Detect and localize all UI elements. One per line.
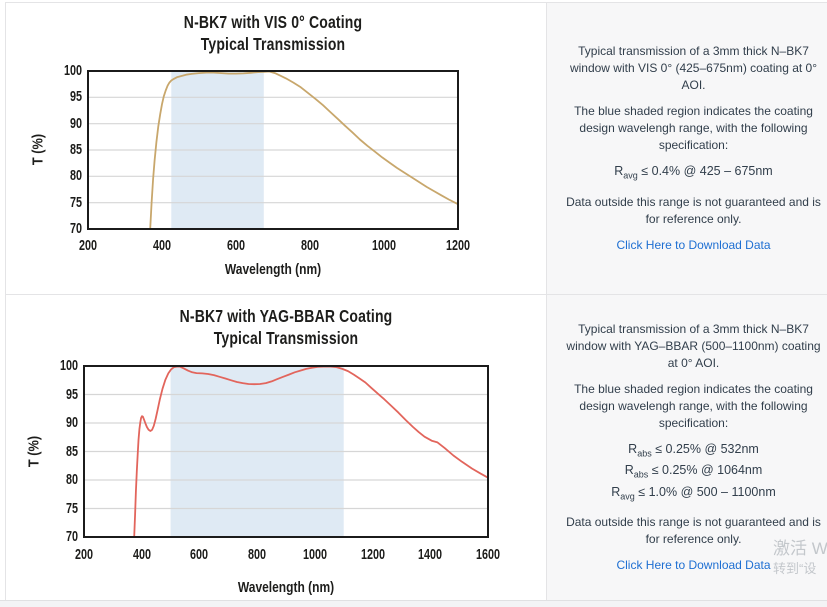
- x-tick-label: 1200: [360, 546, 385, 563]
- x-tick-label: 1000: [371, 237, 397, 254]
- spec-subscript: avg: [620, 491, 635, 502]
- disclaimer-text: Data outside this range is not guarantee…: [566, 194, 821, 226]
- spec-symbol: R: [628, 441, 638, 456]
- y-tick-label: 90: [65, 414, 78, 431]
- y-tick-label: 95: [69, 88, 82, 106]
- x-axis-label: Wavelength (nm): [237, 579, 335, 596]
- x-axis-label: Wavelength (nm): [224, 261, 322, 278]
- x-tick-label: 800: [248, 546, 267, 563]
- specification-list: Ravg ≤ 0.4% @ 425 – 675nm: [561, 163, 826, 185]
- chart-title-line2: Typical Transmission: [200, 34, 346, 54]
- specification-list: Rabs ≤ 0.25% @ 532nm Rabs ≤ 0.25% @ 1064…: [561, 441, 826, 506]
- product-graphics-section: N-BK7 with VIS 0° Coating Typical Transm…: [5, 2, 827, 600]
- y-tick-label: 70: [69, 220, 82, 237]
- x-tick-label: 1000: [302, 546, 327, 563]
- y-tick-label: 85: [65, 442, 78, 460]
- vis-coating-chart-panel: N-BK7 with VIS 0° Coating Typical Transm…: [6, 3, 546, 294]
- spec-symbol: R: [624, 463, 634, 478]
- y-tick-label: 80: [69, 167, 82, 185]
- spec-symbol: R: [614, 164, 624, 179]
- yag-bbar-description-panel: Typical transmission of a 3mm thick N–BK…: [546, 294, 827, 600]
- shaded-region-note: The blue shaded region indicates the coa…: [574, 381, 813, 430]
- y-axis-label: T (%): [29, 133, 47, 166]
- x-tick-label: 600: [226, 237, 246, 254]
- spec-line: Ravg ≤ 1.0% @ 500 – 1100nm: [561, 484, 826, 506]
- description-paragraph: Typical transmission of a 3mm thick N–BK…: [569, 44, 818, 93]
- x-tick-label: 800: [300, 237, 320, 254]
- spec-value: ≤ 0.25% @ 1064nm: [648, 463, 763, 478]
- plot-border: [87, 70, 459, 230]
- vis-transmission-chart: N-BK7 with VIS 0° Coating Typical Transm…: [6, 3, 546, 294]
- spec-line: Rabs ≤ 0.25% @ 532nm: [561, 441, 826, 463]
- spec-subscript: abs: [633, 469, 649, 480]
- y-tick-label: 100: [63, 62, 82, 79]
- spec-line: Ravg ≤ 0.4% @ 425 – 675nm: [561, 163, 826, 185]
- shaded-region-note: The blue shaded region indicates the coa…: [574, 104, 813, 153]
- y-tick-label: 70: [65, 528, 78, 545]
- chart-canvas: [87, 70, 459, 230]
- disclaimer-text: Data outside this range is not guarantee…: [566, 515, 821, 547]
- chart-canvas: [83, 365, 489, 538]
- spec-value: ≤ 0.25% @ 532nm: [651, 441, 759, 456]
- y-tick-label: 90: [69, 114, 82, 132]
- spec-value: ≤ 0.4% @ 425 – 675nm: [637, 164, 773, 179]
- spec-subscript: abs: [637, 448, 652, 459]
- x-tick-label: 1200: [445, 237, 471, 254]
- y-tick-label: 80: [65, 471, 78, 488]
- x-tick-label: 600: [190, 546, 209, 563]
- x-tick-label: 200: [74, 546, 94, 563]
- spec-line: Rabs ≤ 0.25% @ 1064nm: [561, 462, 826, 484]
- transmission-curve: [133, 365, 489, 538]
- x-tick-label: 1400: [418, 546, 443, 563]
- y-tick-label: 100: [59, 357, 78, 374]
- x-tick-label: 200: [78, 237, 98, 254]
- y-tick-label: 75: [65, 499, 78, 517]
- x-tick-label: 1600: [475, 546, 501, 563]
- vis-coating-description-panel: Typical transmission of a 3mm thick N–BK…: [546, 3, 827, 294]
- chart-title: N-BK7 with VIS 0° Coating Typical Transm…: [125, 11, 421, 55]
- spec-subscript: avg: [623, 170, 638, 181]
- y-axis-label: T (%): [25, 435, 43, 467]
- description-paragraph: Typical transmission of a 3mm thick N–BK…: [566, 321, 821, 370]
- y-tick-label: 75: [69, 193, 82, 211]
- chart-title-line1: N-BK7 with VIS 0° Coating: [183, 12, 363, 32]
- x-tick-label: 400: [132, 546, 151, 563]
- y-tick-label: 95: [65, 385, 78, 403]
- download-data-link[interactable]: Click Here to Download Data: [616, 237, 771, 252]
- plot-border: [83, 365, 489, 538]
- download-data-link[interactable]: Click Here to Download Data: [616, 558, 771, 573]
- chart-title-line2: Typical Transmission: [213, 328, 359, 348]
- yag-bbar-transmission-chart: N-BK7 with YAG-BBAR Coating Typical Tran…: [6, 295, 546, 600]
- y-tick-label: 85: [69, 141, 82, 158]
- x-tick-label: 400: [152, 237, 172, 254]
- spec-symbol: R: [611, 484, 621, 499]
- yag-bbar-chart-panel: N-BK7 with YAG-BBAR Coating Typical Tran…: [6, 294, 546, 600]
- next-section-strip: [0, 600, 827, 607]
- spec-value: ≤ 1.0% @ 500 – 1100nm: [634, 484, 776, 499]
- chart-title-line1: N-BK7 with YAG-BBAR Coating: [179, 306, 393, 326]
- chart-title: N-BK7 with YAG-BBAR Coating Typical Tran…: [124, 305, 447, 349]
